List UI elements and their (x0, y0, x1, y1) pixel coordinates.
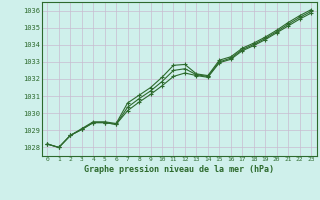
X-axis label: Graphe pression niveau de la mer (hPa): Graphe pression niveau de la mer (hPa) (84, 165, 274, 174)
